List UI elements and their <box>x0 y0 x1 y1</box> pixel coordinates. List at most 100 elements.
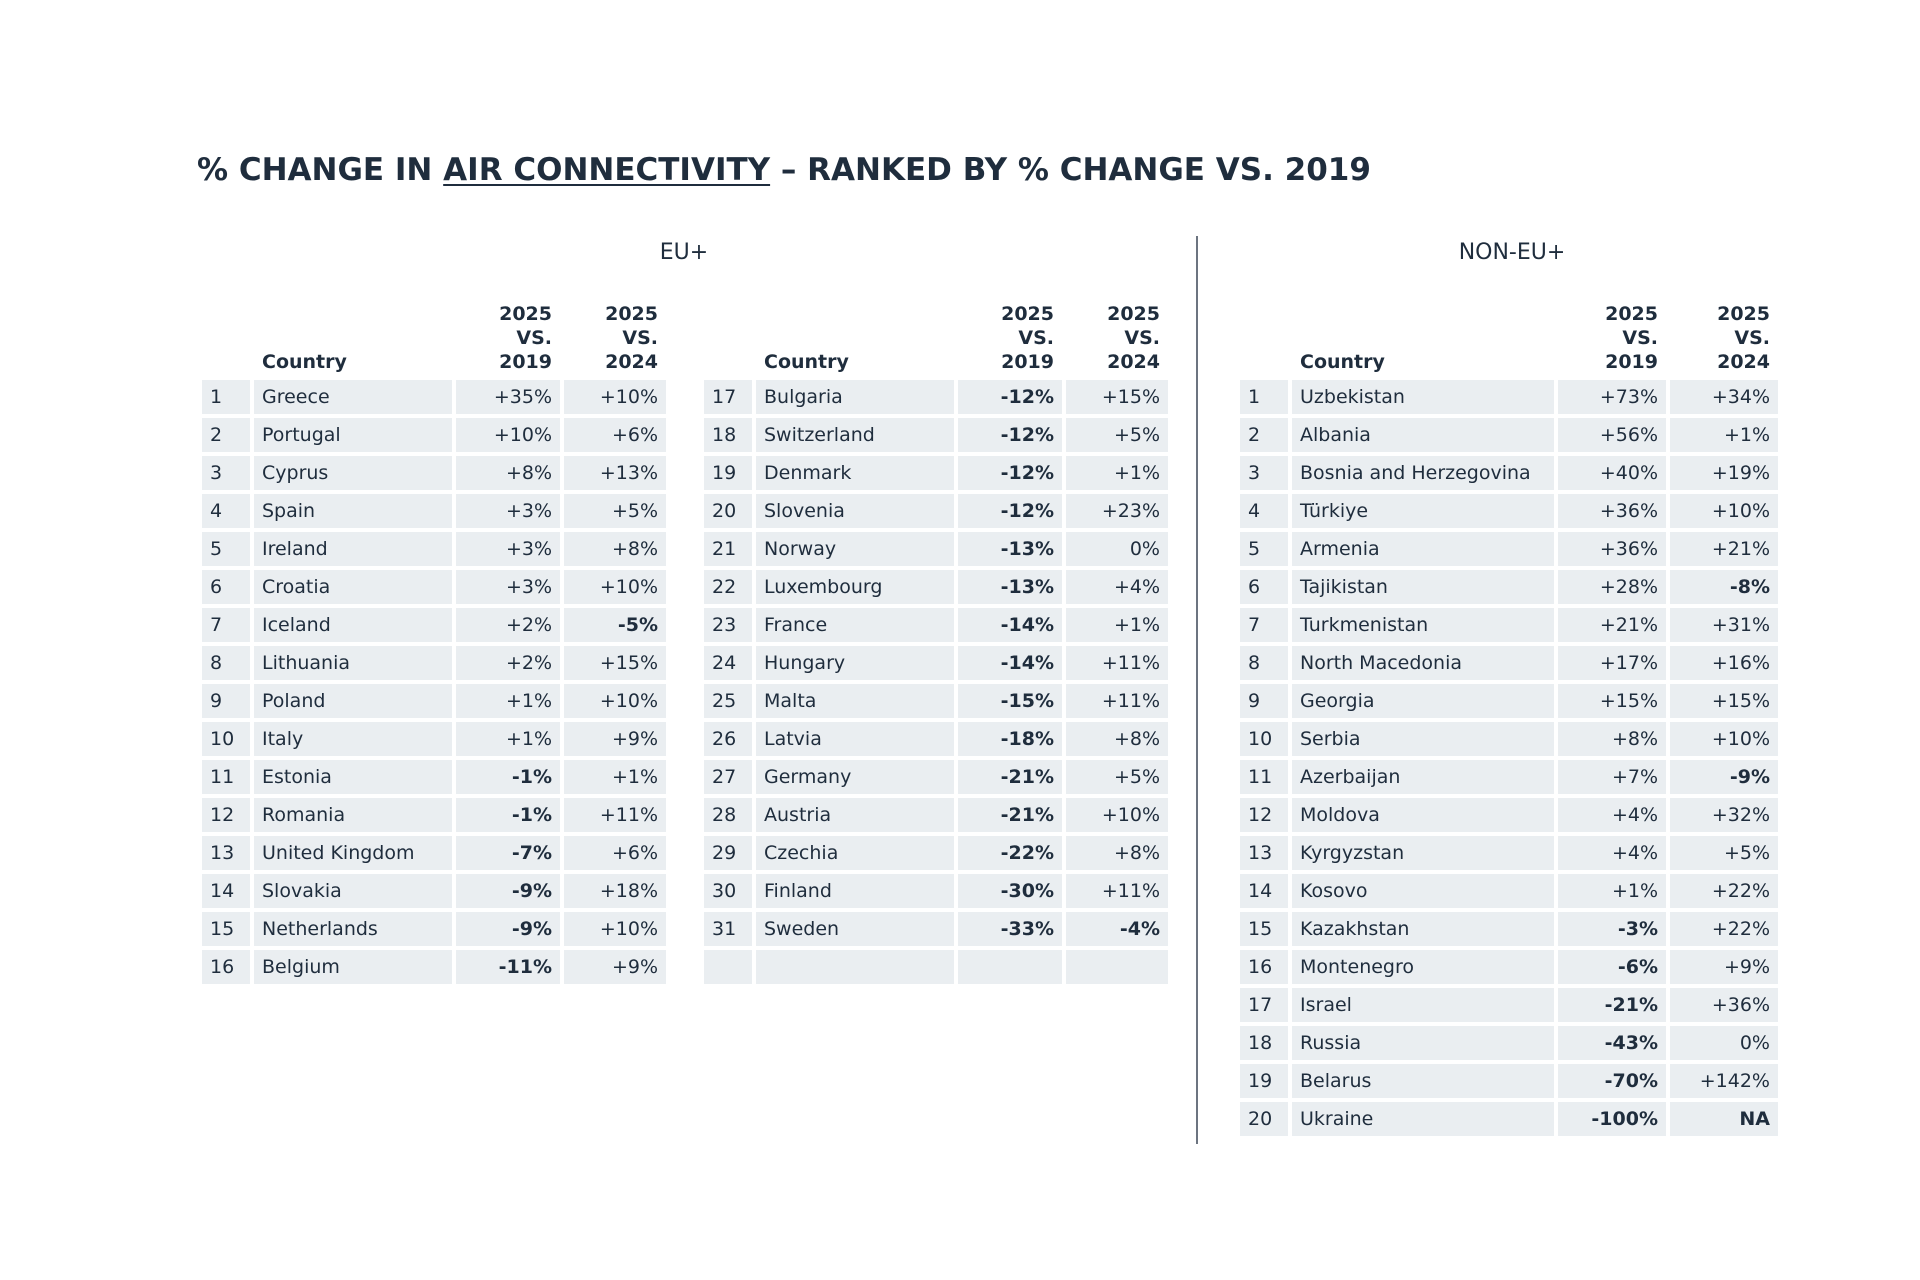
table-row: 2 Albania +56% +1% <box>1240 418 1778 452</box>
country-cell: Sweden <box>756 912 954 946</box>
table-row: 21 Norway -13% 0% <box>704 532 1168 566</box>
rank-cell: 31 <box>704 912 752 946</box>
table-header-row: Country 2025 VS. 2019 2025 VS. 2024 <box>202 302 666 376</box>
country-cell: Luxembourg <box>756 570 954 604</box>
table-row: 9 Georgia +15% +15% <box>1240 684 1778 718</box>
vs2019-cell: -9% <box>456 874 560 908</box>
vs2019-cell: +56% <box>1558 418 1666 452</box>
vs2019-cell: -15% <box>958 684 1062 718</box>
vs2019-header: 2025 VS. 2019 <box>456 302 560 376</box>
chart-title: % CHANGE IN AIR CONNECTIVITY – RANKED BY… <box>197 152 1371 188</box>
table-row: 5 Armenia +36% +21% <box>1240 532 1778 566</box>
vs2024-cell: 0% <box>1066 532 1168 566</box>
rank-cell: 6 <box>1240 570 1288 604</box>
vs2024-cell: +1% <box>1670 418 1778 452</box>
country-cell: North Macedonia <box>1292 646 1554 680</box>
table-row: 28 Austria -21% +10% <box>704 798 1168 832</box>
vs2024-cell: +1% <box>1066 608 1168 642</box>
table-row: 11 Estonia -1% +1% <box>202 760 666 794</box>
rank-cell: 26 <box>704 722 752 756</box>
table-row: 9 Poland +1% +10% <box>202 684 666 718</box>
rank-cell: 14 <box>202 874 250 908</box>
table-row: 24 Hungary -14% +11% <box>704 646 1168 680</box>
vs2019-cell: +7% <box>1558 760 1666 794</box>
table-row: 30 Finland -30% +11% <box>704 874 1168 908</box>
rank-cell: 5 <box>1240 532 1288 566</box>
rank-cell: 16 <box>1240 950 1288 984</box>
eu-group-label: EU+ <box>659 240 709 265</box>
vs2019-cell: -13% <box>958 532 1062 566</box>
table-row: 7 Turkmenistan +21% +31% <box>1240 608 1778 642</box>
rank-cell: 14 <box>1240 874 1288 908</box>
country-cell: Kazakhstan <box>1292 912 1554 946</box>
vs2024-cell: -9% <box>1670 760 1778 794</box>
table-row: 13 Kyrgyzstan +4% +5% <box>1240 836 1778 870</box>
country-cell: Slovakia <box>254 874 452 908</box>
vs2024-header-line1: 2025 <box>605 303 658 325</box>
vs2019-cell: -21% <box>958 760 1062 794</box>
rank-cell: 3 <box>202 456 250 490</box>
vs2024-cell: +9% <box>564 950 666 984</box>
table-row: 22 Luxembourg -13% +4% <box>704 570 1168 604</box>
country-cell: Germany <box>756 760 954 794</box>
vs2024-cell: +6% <box>564 836 666 870</box>
table-row: 20 Slovenia -12% +23% <box>704 494 1168 528</box>
vs2019-cell: -21% <box>1558 988 1666 1022</box>
vs2024-cell: +15% <box>564 646 666 680</box>
table-row: 18 Switzerland -12% +5% <box>704 418 1168 452</box>
table-row: 17 Israel -21% +36% <box>1240 988 1778 1022</box>
rank-cell: 19 <box>1240 1064 1288 1098</box>
title-suffix: – RANKED BY % CHANGE VS. 2019 <box>770 152 1371 188</box>
rank-cell: 9 <box>1240 684 1288 718</box>
rank-cell: 13 <box>1240 836 1288 870</box>
rank-header <box>202 302 250 376</box>
vs2019-cell: -30% <box>958 874 1062 908</box>
vs2019-cell: +35% <box>456 380 560 414</box>
rank-cell: 30 <box>704 874 752 908</box>
country-cell: Tajikistan <box>1292 570 1554 604</box>
vs2019-cell: -12% <box>958 418 1062 452</box>
table-row: 20 Ukraine -100% NA <box>1240 1102 1778 1136</box>
country-cell: Azerbaijan <box>1292 760 1554 794</box>
vs2019-cell: -12% <box>958 456 1062 490</box>
vs2019-cell: -33% <box>958 912 1062 946</box>
country-cell: Bulgaria <box>756 380 954 414</box>
vs2019-cell: -14% <box>958 608 1062 642</box>
table-row: 2 Portugal +10% +6% <box>202 418 666 452</box>
vs2019-header: 2025 VS. 2019 <box>958 302 1062 376</box>
country-cell: Italy <box>254 722 452 756</box>
country-cell: United Kingdom <box>254 836 452 870</box>
vs2019-cell: -12% <box>958 494 1062 528</box>
country-cell: Belgium <box>254 950 452 984</box>
vs2024-header: 2025 VS. 2024 <box>564 302 666 376</box>
country-cell: Georgia <box>1292 684 1554 718</box>
vs2024-header-line2: VS. 2024 <box>605 327 658 373</box>
table-row: 8 Lithuania +2% +15% <box>202 646 666 680</box>
rank-cell: 29 <box>704 836 752 870</box>
vs2024-cell: +10% <box>564 912 666 946</box>
rank-cell: 17 <box>1240 988 1288 1022</box>
vs2024-header-line2: VS. 2024 <box>1717 327 1770 373</box>
rank-cell: 19 <box>704 456 752 490</box>
vs2024-cell: +36% <box>1670 988 1778 1022</box>
vs2024-cell: +142% <box>1670 1064 1778 1098</box>
country-cell: Austria <box>756 798 954 832</box>
rank-cell: 8 <box>1240 646 1288 680</box>
rank-cell: 15 <box>202 912 250 946</box>
country-cell: Latvia <box>756 722 954 756</box>
rank-cell: 15 <box>1240 912 1288 946</box>
vs2024-cell: +5% <box>564 494 666 528</box>
rank-cell: 2 <box>202 418 250 452</box>
vs2019-cell: -6% <box>1558 950 1666 984</box>
vs2019-cell: +3% <box>456 494 560 528</box>
vs2024-cell: +6% <box>564 418 666 452</box>
vs2019-cell: -43% <box>1558 1026 1666 1060</box>
rank-cell: 27 <box>704 760 752 794</box>
country-cell: Iceland <box>254 608 452 642</box>
table-row: 4 Spain +3% +5% <box>202 494 666 528</box>
table-row: 8 North Macedonia +17% +16% <box>1240 646 1778 680</box>
title-prefix: % CHANGE IN <box>197 152 444 188</box>
vs2019-cell: -21% <box>958 798 1062 832</box>
vs2024-cell: +21% <box>1670 532 1778 566</box>
group-divider <box>1196 236 1198 1144</box>
